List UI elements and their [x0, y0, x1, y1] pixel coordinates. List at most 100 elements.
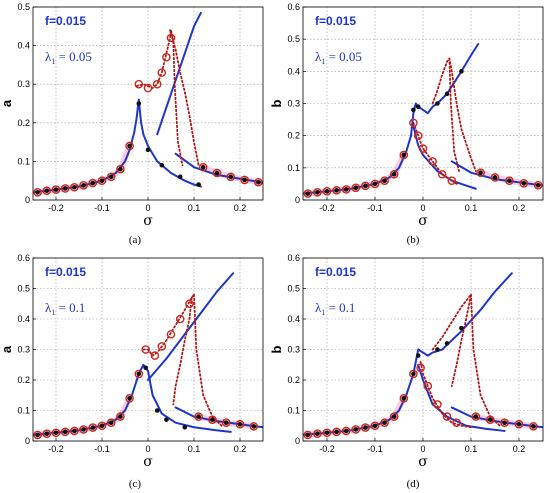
red-marker	[485, 415, 495, 424]
black-marker	[353, 185, 359, 191]
black-marker	[35, 189, 40, 195]
black-marker	[363, 425, 368, 430]
y-tick-label: 0	[295, 195, 300, 205]
red-marker	[88, 178, 98, 188]
red-marker	[254, 177, 263, 187]
black-marker	[99, 423, 105, 429]
red-marker	[380, 176, 389, 185]
red-marker	[313, 187, 322, 197]
x-tick-label: 0	[420, 444, 425, 454]
black-marker	[242, 177, 247, 183]
red-marker	[433, 400, 442, 409]
y-tick-label: 0.2	[17, 375, 30, 385]
black-marker	[478, 170, 483, 175]
black-marker	[127, 143, 132, 149]
x-axis-label: σ	[418, 213, 428, 229]
red-marker	[240, 175, 249, 185]
black-marker	[521, 180, 527, 186]
panel-caption-d: (d)	[407, 478, 420, 490]
black-marker	[473, 414, 479, 419]
black-marker	[99, 178, 105, 183]
lambda-annotation: λ1 = 0.1	[315, 300, 355, 317]
black-marker	[334, 188, 339, 193]
x-tick-label: 0.1	[465, 444, 478, 454]
red-marker	[60, 427, 70, 437]
y-tick-label: 0.6	[287, 2, 300, 12]
red-marker	[134, 369, 144, 379]
y-tick-label: 0.4	[17, 41, 30, 51]
black-marker	[182, 424, 188, 430]
plot-content	[303, 272, 543, 440]
y-tick-label: 0.5	[17, 2, 30, 12]
dotted-curve-4	[431, 293, 472, 388]
red-marker	[42, 429, 52, 438]
x-tick-label: -0.1	[94, 203, 110, 213]
x-tick-label: 0	[145, 444, 150, 454]
red-marker	[51, 428, 61, 438]
y-tick-label: 0.1	[287, 406, 300, 416]
red-marker	[361, 181, 370, 191]
black-marker	[343, 187, 349, 192]
x-tick-label: -0.2	[319, 444, 335, 454]
red-marker	[437, 169, 447, 179]
x-tick-label: -0.2	[48, 444, 64, 454]
red-marker	[322, 187, 332, 196]
red-marker	[351, 425, 361, 434]
black-marker	[90, 180, 96, 186]
y-tick-label: 0	[295, 436, 300, 446]
black-marker	[353, 427, 359, 432]
y-axis-label: a	[0, 99, 14, 107]
red-marker	[157, 342, 167, 351]
black-marker	[334, 429, 339, 435]
red-marker	[152, 79, 162, 89]
black-marker	[315, 189, 320, 195]
red-marker	[423, 381, 433, 391]
red-marker	[70, 426, 79, 436]
red-marker	[313, 429, 322, 438]
red-marker	[370, 179, 380, 189]
red-marker	[79, 425, 88, 434]
black-marker	[444, 91, 450, 97]
red-marker	[471, 412, 481, 421]
black-marker	[324, 189, 330, 194]
x-tick-label: 0.1	[188, 203, 201, 213]
x-axis-label: σ	[143, 454, 153, 470]
black-marker	[415, 353, 421, 358]
red-marker	[60, 184, 70, 193]
red-marker	[33, 187, 42, 197]
red-marker	[166, 329, 176, 339]
red-marker	[341, 185, 351, 194]
x-tick-label: -0.1	[94, 444, 110, 454]
lambda-annotation: λ1 = 0.05	[45, 49, 92, 66]
black-marker	[391, 414, 397, 419]
x-tick-label: -0.2	[319, 203, 335, 213]
black-marker	[305, 191, 311, 196]
y-tick-label: 0.4	[287, 314, 300, 324]
black-marker	[108, 174, 114, 180]
plot-content	[303, 42, 543, 198]
black-marker	[516, 421, 522, 427]
red-marker	[447, 176, 457, 185]
red-marker	[70, 182, 79, 192]
panel-caption-a: (a)	[129, 234, 142, 246]
red-marker	[166, 33, 176, 43]
black-marker	[487, 417, 493, 422]
red-marker	[418, 144, 428, 153]
red-marker	[533, 180, 543, 190]
x-tick-label: 0.2	[234, 444, 247, 454]
black-marker	[411, 107, 416, 113]
red-marker	[116, 412, 125, 421]
red-marker	[303, 430, 313, 440]
red-marker	[97, 421, 107, 431]
black-marker	[136, 371, 142, 377]
black-marker	[44, 431, 50, 436]
y-tick-label: 0.1	[17, 156, 30, 166]
dotted-curve-4	[172, 296, 193, 406]
red-marker	[399, 393, 409, 403]
black-marker	[145, 147, 151, 153]
red-marker	[476, 168, 485, 177]
red-marker	[106, 418, 116, 428]
black-marker	[305, 432, 311, 438]
black-marker	[44, 188, 50, 194]
panel-caption-b: (b)	[407, 234, 420, 246]
